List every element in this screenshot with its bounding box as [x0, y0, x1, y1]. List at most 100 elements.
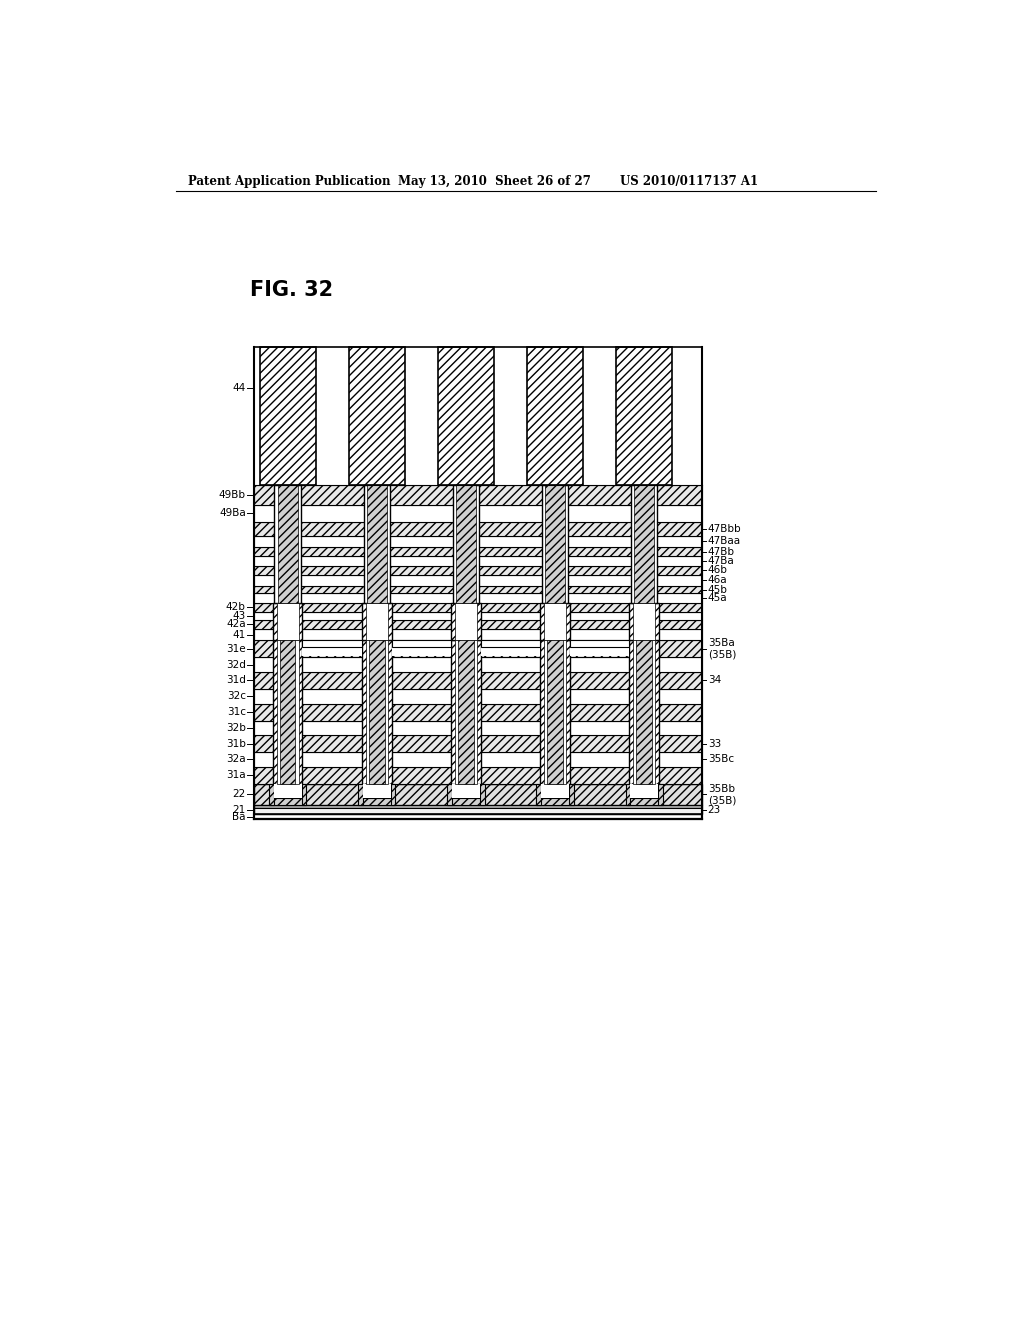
Bar: [278, 484, 298, 603]
Bar: [362, 640, 391, 784]
Bar: [254, 566, 701, 576]
Text: 33: 33: [708, 739, 721, 748]
Bar: [254, 640, 701, 657]
Bar: [541, 640, 569, 784]
Bar: [254, 735, 701, 752]
Bar: [545, 484, 565, 603]
Bar: [391, 784, 395, 805]
Bar: [254, 521, 701, 536]
Bar: [358, 797, 395, 805]
Bar: [254, 619, 701, 628]
Bar: [276, 640, 299, 784]
Bar: [302, 640, 362, 647]
Bar: [269, 784, 273, 805]
Bar: [362, 603, 391, 640]
Bar: [254, 689, 701, 704]
Bar: [541, 603, 569, 640]
Bar: [366, 640, 388, 784]
Bar: [631, 484, 657, 603]
Bar: [544, 640, 566, 784]
Bar: [547, 640, 563, 784]
Bar: [455, 603, 477, 640]
Bar: [404, 347, 438, 484]
Bar: [254, 704, 701, 721]
Bar: [280, 640, 295, 784]
Text: 23: 23: [708, 805, 721, 814]
Bar: [254, 628, 701, 640]
Bar: [254, 576, 701, 586]
Text: 44: 44: [232, 383, 246, 393]
Bar: [537, 797, 573, 805]
Bar: [358, 784, 362, 805]
Bar: [569, 640, 630, 647]
Text: 31d: 31d: [226, 676, 246, 685]
Bar: [636, 640, 652, 784]
Bar: [254, 603, 701, 612]
Text: 43: 43: [232, 611, 246, 620]
Bar: [364, 484, 390, 603]
Text: 35Bc: 35Bc: [708, 755, 734, 764]
Text: 35Bb
(35B): 35Bb (35B): [708, 784, 736, 805]
Bar: [254, 548, 701, 557]
Text: 45a: 45a: [708, 593, 727, 603]
Bar: [569, 642, 630, 656]
Bar: [542, 484, 568, 603]
Text: 47Bb: 47Bb: [708, 546, 734, 557]
Text: FIG. 32: FIG. 32: [251, 280, 334, 300]
Text: 31a: 31a: [226, 770, 246, 780]
Text: 42a: 42a: [226, 619, 246, 630]
Text: 47Ba: 47Ba: [708, 556, 734, 566]
Bar: [438, 347, 494, 484]
Bar: [254, 536, 701, 548]
Bar: [315, 347, 349, 484]
Bar: [254, 721, 701, 735]
Bar: [633, 603, 655, 640]
Text: 41: 41: [232, 630, 246, 640]
Bar: [254, 506, 701, 521]
Bar: [452, 603, 480, 640]
Bar: [480, 784, 484, 805]
Bar: [391, 640, 452, 647]
Bar: [254, 586, 701, 594]
Bar: [302, 784, 306, 805]
Text: 31c: 31c: [226, 708, 246, 717]
Bar: [254, 594, 701, 603]
Text: 35Ba
(35B): 35Ba (35B): [708, 638, 736, 660]
Text: 47Bbb: 47Bbb: [708, 524, 741, 533]
Bar: [276, 603, 299, 640]
Text: 47Baa: 47Baa: [708, 536, 740, 546]
Bar: [527, 347, 583, 484]
Bar: [269, 797, 306, 805]
Text: 21: 21: [232, 805, 246, 814]
Bar: [630, 784, 658, 797]
Bar: [633, 640, 655, 784]
Bar: [453, 484, 479, 603]
Bar: [455, 640, 477, 784]
Bar: [456, 484, 476, 603]
Bar: [254, 752, 701, 767]
Text: 32d: 32d: [226, 660, 246, 669]
Bar: [367, 484, 387, 603]
Bar: [391, 642, 452, 656]
Bar: [254, 805, 701, 814]
Bar: [254, 557, 701, 566]
Bar: [273, 640, 302, 784]
Bar: [480, 640, 541, 647]
Bar: [452, 784, 480, 797]
Bar: [544, 603, 566, 640]
Bar: [273, 784, 302, 797]
Bar: [447, 784, 452, 805]
Bar: [537, 784, 541, 805]
Bar: [626, 797, 663, 805]
Bar: [302, 642, 362, 656]
Bar: [254, 767, 701, 784]
Bar: [254, 672, 701, 689]
Bar: [583, 347, 616, 484]
Text: 49Ba: 49Ba: [219, 508, 246, 519]
Bar: [254, 814, 701, 818]
Text: 46b: 46b: [708, 565, 728, 576]
Text: 32a: 32a: [226, 755, 246, 764]
Bar: [369, 640, 385, 784]
Text: 46a: 46a: [708, 576, 727, 585]
Text: Ba: Ba: [232, 812, 246, 822]
